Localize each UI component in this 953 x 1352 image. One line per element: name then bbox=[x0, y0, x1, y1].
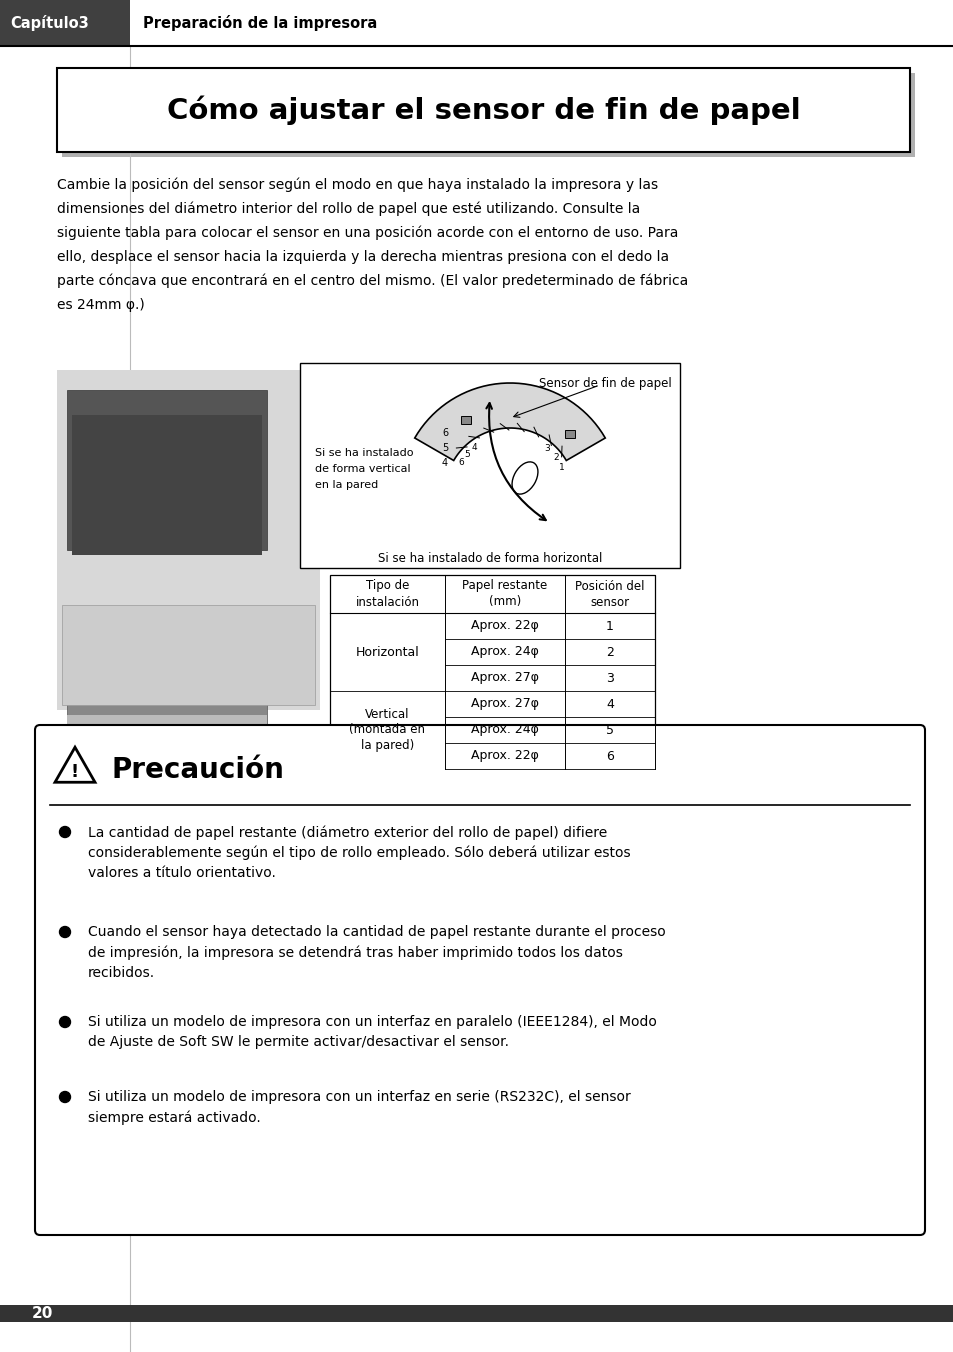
Text: 4: 4 bbox=[441, 458, 448, 468]
Bar bbox=[62, 604, 314, 704]
Bar bbox=[57, 68, 909, 151]
Text: es 24mm φ.): es 24mm φ.) bbox=[57, 297, 145, 312]
Text: 1: 1 bbox=[558, 464, 564, 472]
Bar bbox=[57, 370, 319, 710]
Text: Tipo de
instalación: Tipo de instalación bbox=[355, 580, 419, 608]
Bar bbox=[564, 430, 575, 438]
Text: 5: 5 bbox=[605, 723, 614, 737]
Text: 6: 6 bbox=[605, 749, 614, 763]
Text: Aprox. 22φ: Aprox. 22φ bbox=[471, 749, 538, 763]
Text: Sensor de fin de papel: Sensor de fin de papel bbox=[538, 376, 671, 389]
Polygon shape bbox=[415, 383, 604, 461]
Text: Si se ha instalado: Si se ha instalado bbox=[314, 448, 413, 458]
Circle shape bbox=[59, 926, 71, 937]
Text: Aprox. 24φ: Aprox. 24φ bbox=[471, 645, 538, 658]
Text: Horizontal: Horizontal bbox=[355, 645, 419, 658]
Text: 20: 20 bbox=[32, 1306, 53, 1321]
Text: 2: 2 bbox=[605, 645, 614, 658]
Circle shape bbox=[59, 1091, 71, 1102]
Bar bbox=[330, 575, 655, 769]
Bar bbox=[299, 362, 679, 568]
Text: Posición del
sensor: Posición del sensor bbox=[575, 580, 644, 608]
Text: ello, desplace el sensor hacia la izquierda y la derecha mientras presiona con e: ello, desplace el sensor hacia la izquie… bbox=[57, 250, 668, 264]
Text: Cuando el sensor haya detectado la cantidad de papel restante durante el proceso: Cuando el sensor haya detectado la canti… bbox=[88, 925, 665, 980]
Text: Precaución: Precaución bbox=[112, 756, 285, 784]
Bar bbox=[71, 415, 262, 556]
Bar bbox=[62, 73, 914, 157]
Bar bbox=[0, 1305, 953, 1322]
Text: 2: 2 bbox=[553, 453, 558, 462]
Bar bbox=[67, 650, 267, 730]
Text: Vertical
(montada en
la pared): Vertical (montada en la pared) bbox=[349, 707, 425, 753]
Text: 6: 6 bbox=[441, 429, 448, 438]
Text: Si utiliza un modelo de impresora con un interfaz en serie (RS232C), el sensor
s: Si utiliza un modelo de impresora con un… bbox=[88, 1090, 630, 1125]
Text: 3: 3 bbox=[544, 443, 550, 453]
Circle shape bbox=[59, 826, 71, 837]
Bar bbox=[67, 715, 267, 730]
Text: Aprox. 27φ: Aprox. 27φ bbox=[471, 672, 538, 684]
Text: Aprox. 24φ: Aprox. 24φ bbox=[471, 723, 538, 737]
Text: 6: 6 bbox=[457, 458, 463, 466]
Text: La cantidad de papel restante (diámetro exterior del rollo de papel) difiere
con: La cantidad de papel restante (diámetro … bbox=[88, 825, 630, 880]
Text: 5: 5 bbox=[463, 450, 469, 458]
Text: parte cóncava que encontrará en el centro del mismo. (El valor predeterminado de: parte cóncava que encontrará en el centr… bbox=[57, 274, 687, 288]
Text: Aprox. 22φ: Aprox. 22φ bbox=[471, 619, 538, 633]
Text: 5: 5 bbox=[441, 443, 448, 453]
Text: Capítulo3: Capítulo3 bbox=[10, 15, 89, 31]
Text: Preparación de la impresora: Preparación de la impresora bbox=[143, 15, 376, 31]
Text: en la pared: en la pared bbox=[314, 480, 377, 489]
Text: !: ! bbox=[71, 763, 79, 781]
Text: Aprox. 27φ: Aprox. 27φ bbox=[471, 698, 538, 711]
Bar bbox=[461, 416, 471, 425]
Text: Si utiliza un modelo de impresora con un interfaz en paralelo (IEEE1284), el Mod: Si utiliza un modelo de impresora con un… bbox=[88, 1015, 657, 1049]
Polygon shape bbox=[55, 748, 95, 783]
Text: siguiente tabla para colocar el sensor en una posición acorde con el entorno de : siguiente tabla para colocar el sensor e… bbox=[57, 226, 678, 241]
Text: 4: 4 bbox=[471, 443, 476, 452]
Text: de forma vertical: de forma vertical bbox=[314, 464, 410, 475]
FancyBboxPatch shape bbox=[35, 725, 924, 1234]
Text: dimensiones del diámetro interior del rollo de papel que esté utilizando. Consul: dimensiones del diámetro interior del ro… bbox=[57, 201, 639, 216]
Text: Cómo ajustar el sensor de fin de papel: Cómo ajustar el sensor de fin de papel bbox=[167, 95, 800, 124]
Ellipse shape bbox=[512, 462, 537, 493]
Text: Si se ha instalado de forma horizontal: Si se ha instalado de forma horizontal bbox=[377, 552, 601, 565]
Text: 1: 1 bbox=[605, 619, 614, 633]
Text: Cambie la posición del sensor según el modo en que haya instalado la impresora y: Cambie la posición del sensor según el m… bbox=[57, 178, 658, 192]
Bar bbox=[0, 0, 130, 46]
Text: Papel restante
(mm): Papel restante (mm) bbox=[462, 580, 547, 608]
Circle shape bbox=[59, 1017, 71, 1028]
Text: 4: 4 bbox=[605, 698, 614, 711]
Text: 3: 3 bbox=[605, 672, 614, 684]
Bar bbox=[67, 389, 267, 550]
